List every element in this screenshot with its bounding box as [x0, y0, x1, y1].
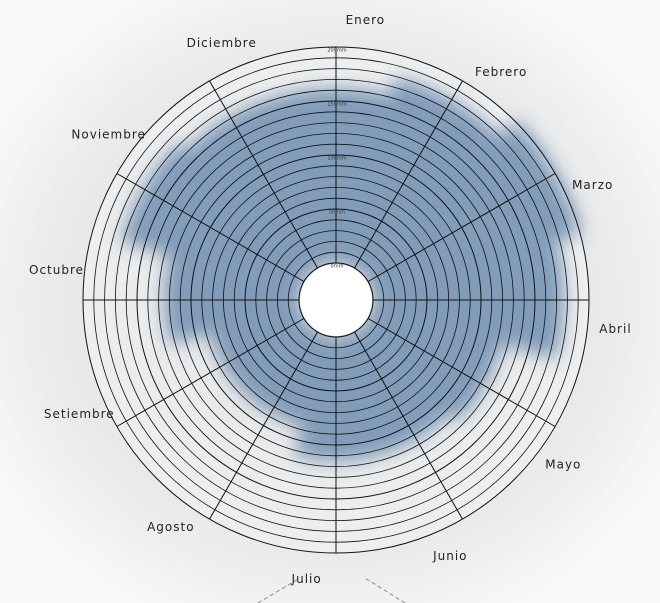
month-label: Noviembre [71, 127, 146, 141]
month-label: Diciembre [187, 36, 257, 50]
precip-wedge [120, 142, 310, 291]
month-label: Enero [346, 13, 386, 27]
precip-wedge [345, 76, 500, 274]
center-hole [300, 264, 372, 336]
precip-wedge [186, 95, 327, 274]
precip-wedge [362, 309, 503, 422]
r-tick-label: 100mm [327, 156, 346, 162]
r-tick-label: 200mm [327, 48, 346, 54]
decor-line [364, 577, 406, 603]
precip-wedge [345, 326, 450, 456]
spoke [354, 80, 463, 269]
r-tick-label: 150mm [327, 102, 346, 108]
spoke [209, 331, 318, 520]
month-label: Mayo [545, 458, 581, 472]
spoke [367, 173, 556, 282]
spoke [354, 331, 463, 520]
r-tick-label: 50mm [329, 210, 345, 216]
month-label: Agosto [147, 520, 194, 534]
spoke [116, 173, 305, 282]
spoke [116, 318, 305, 427]
precip-wedge [209, 309, 310, 393]
month-label: Julio [291, 572, 322, 586]
month-label: Junio [432, 549, 467, 563]
month-label: Setiembre [44, 407, 115, 421]
month-label: Octubre [29, 263, 84, 277]
month-label: Marzo [572, 178, 613, 192]
spoke [209, 80, 318, 269]
precip-wedge [243, 326, 327, 427]
month-label: Abril [599, 322, 631, 336]
grid: 0mm 50mm 100mm 150mm 200mm Enero Febrero Marzo A… [29, 13, 631, 586]
month-label: Febrero [475, 65, 527, 79]
r-tick-label: 0mm [331, 264, 344, 270]
decor-line [257, 577, 301, 603]
data-layer [120, 76, 581, 462]
precip-wedge [362, 121, 581, 291]
spoke [367, 318, 556, 427]
